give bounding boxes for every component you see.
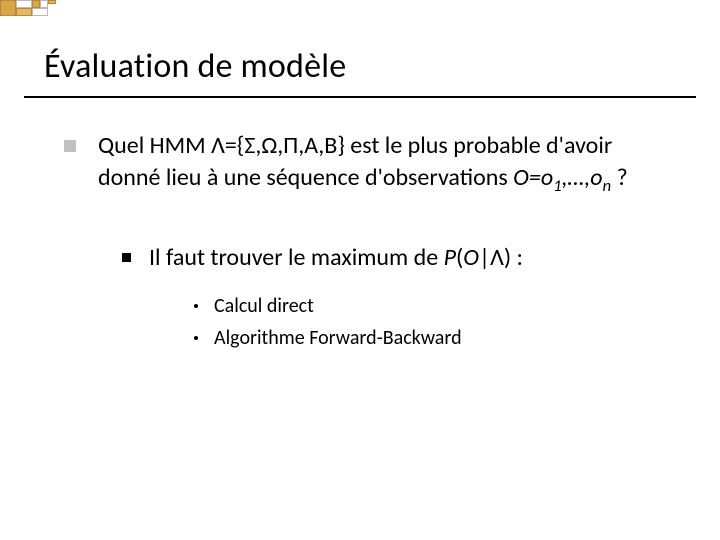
text-frag: Π: [283, 131, 298, 160]
text-frag: Il faut trouver le maximum de: [149, 243, 444, 272]
bullet-level1: Quel HMM Λ={Σ,Ω,Π,A,B} est le plus proba…: [64, 130, 664, 198]
square-bullet-icon: [122, 253, 131, 262]
bullet-level3-text: Calcul direct: [214, 292, 314, 320]
text-frag: Λ: [490, 243, 504, 272]
text-frag: O=o: [513, 163, 553, 192]
corner-decoration: [0, 0, 58, 22]
bullet-level3: Calcul direct: [194, 292, 664, 320]
text-frag: Ω: [261, 131, 277, 160]
title-underline: [24, 96, 696, 98]
text-frag: ={: [225, 131, 245, 160]
text-frag: Λ: [211, 131, 225, 160]
square-bullet-icon: [64, 140, 76, 152]
bullet-level3: Algorithme Forward-Backward: [194, 324, 664, 352]
dot-bullet-icon: [194, 336, 198, 340]
bullet-level2-text: Il faut trouver le maximum de P(O|Λ) :: [149, 242, 523, 274]
dot-bullet-icon: [194, 304, 198, 308]
text-frag: O: [463, 243, 479, 272]
slide: Évaluation de modèle Quel HMM Λ={Σ,Ω,Π,A…: [0, 0, 720, 540]
bullet-level3-text: Algorithme Forward-Backward: [214, 324, 462, 352]
text-sub: 1: [553, 175, 562, 196]
bullet-level2: Il faut trouver le maximum de P(O|Λ) :: [122, 242, 664, 274]
bullet-level1-text: Quel HMM Λ={Σ,Ω,Π,A,B} est le plus proba…: [98, 130, 664, 198]
text-frag: Σ: [244, 131, 255, 160]
text-frag: Quel HMM: [98, 131, 211, 160]
slide-title: Évaluation de modèle: [44, 46, 680, 87]
text-frag: ?: [611, 163, 628, 192]
text-frag: |: [479, 243, 490, 272]
text-sub: n: [603, 175, 612, 196]
slide-body: Quel HMM Λ={Σ,Ω,Π,A,B} est le plus proba…: [64, 130, 664, 356]
text-frag: ,…,o: [562, 163, 603, 192]
text-frag: ) :: [504, 243, 523, 272]
text-frag: P: [444, 243, 456, 272]
